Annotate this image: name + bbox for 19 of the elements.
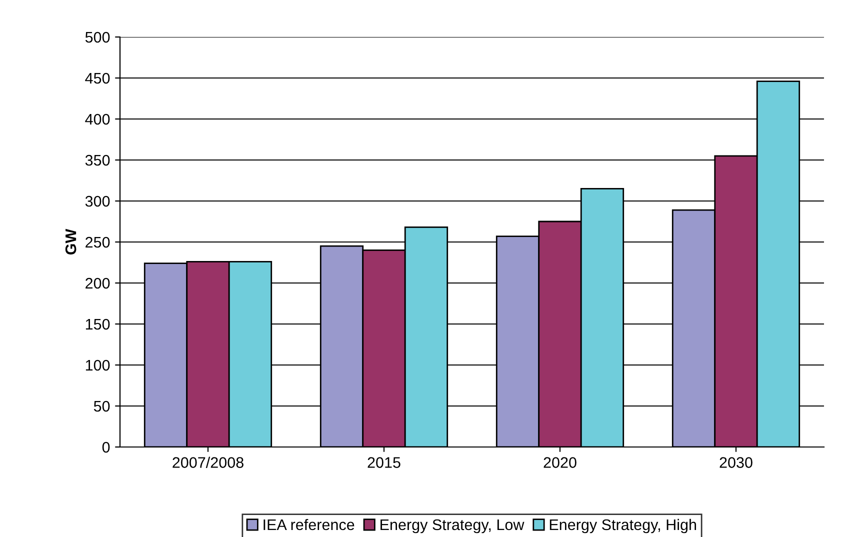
x-tick-label: 2020 bbox=[544, 457, 576, 468]
y-axis-title: GW bbox=[65, 228, 76, 255]
y-tick-label: 0 bbox=[102, 442, 110, 453]
legend-label: IEA reference bbox=[264, 518, 354, 530]
y-tick-label: 150 bbox=[86, 318, 110, 330]
y-tick-label: 450 bbox=[85, 72, 110, 84]
y-tick-label: 400 bbox=[85, 114, 110, 125]
legend-label: Energy Strategy, High bbox=[550, 518, 696, 534]
x-tick-label: 2007/2008 bbox=[172, 456, 244, 468]
legend-label: Energy Strategy, Low bbox=[380, 519, 524, 534]
x-tick-label: 2030 bbox=[720, 457, 752, 468]
y-tick-label: 350 bbox=[85, 154, 110, 166]
y-tick-label: 50 bbox=[94, 400, 110, 412]
y-tick-label: 100 bbox=[86, 360, 110, 371]
x-tick-label: 2015 bbox=[368, 457, 400, 468]
y-tick-label: 500 bbox=[85, 32, 110, 43]
y-tick-label: 200 bbox=[86, 278, 110, 289]
y-tick-label: 250 bbox=[86, 236, 110, 248]
y-tick-label: 300 bbox=[85, 196, 110, 207]
